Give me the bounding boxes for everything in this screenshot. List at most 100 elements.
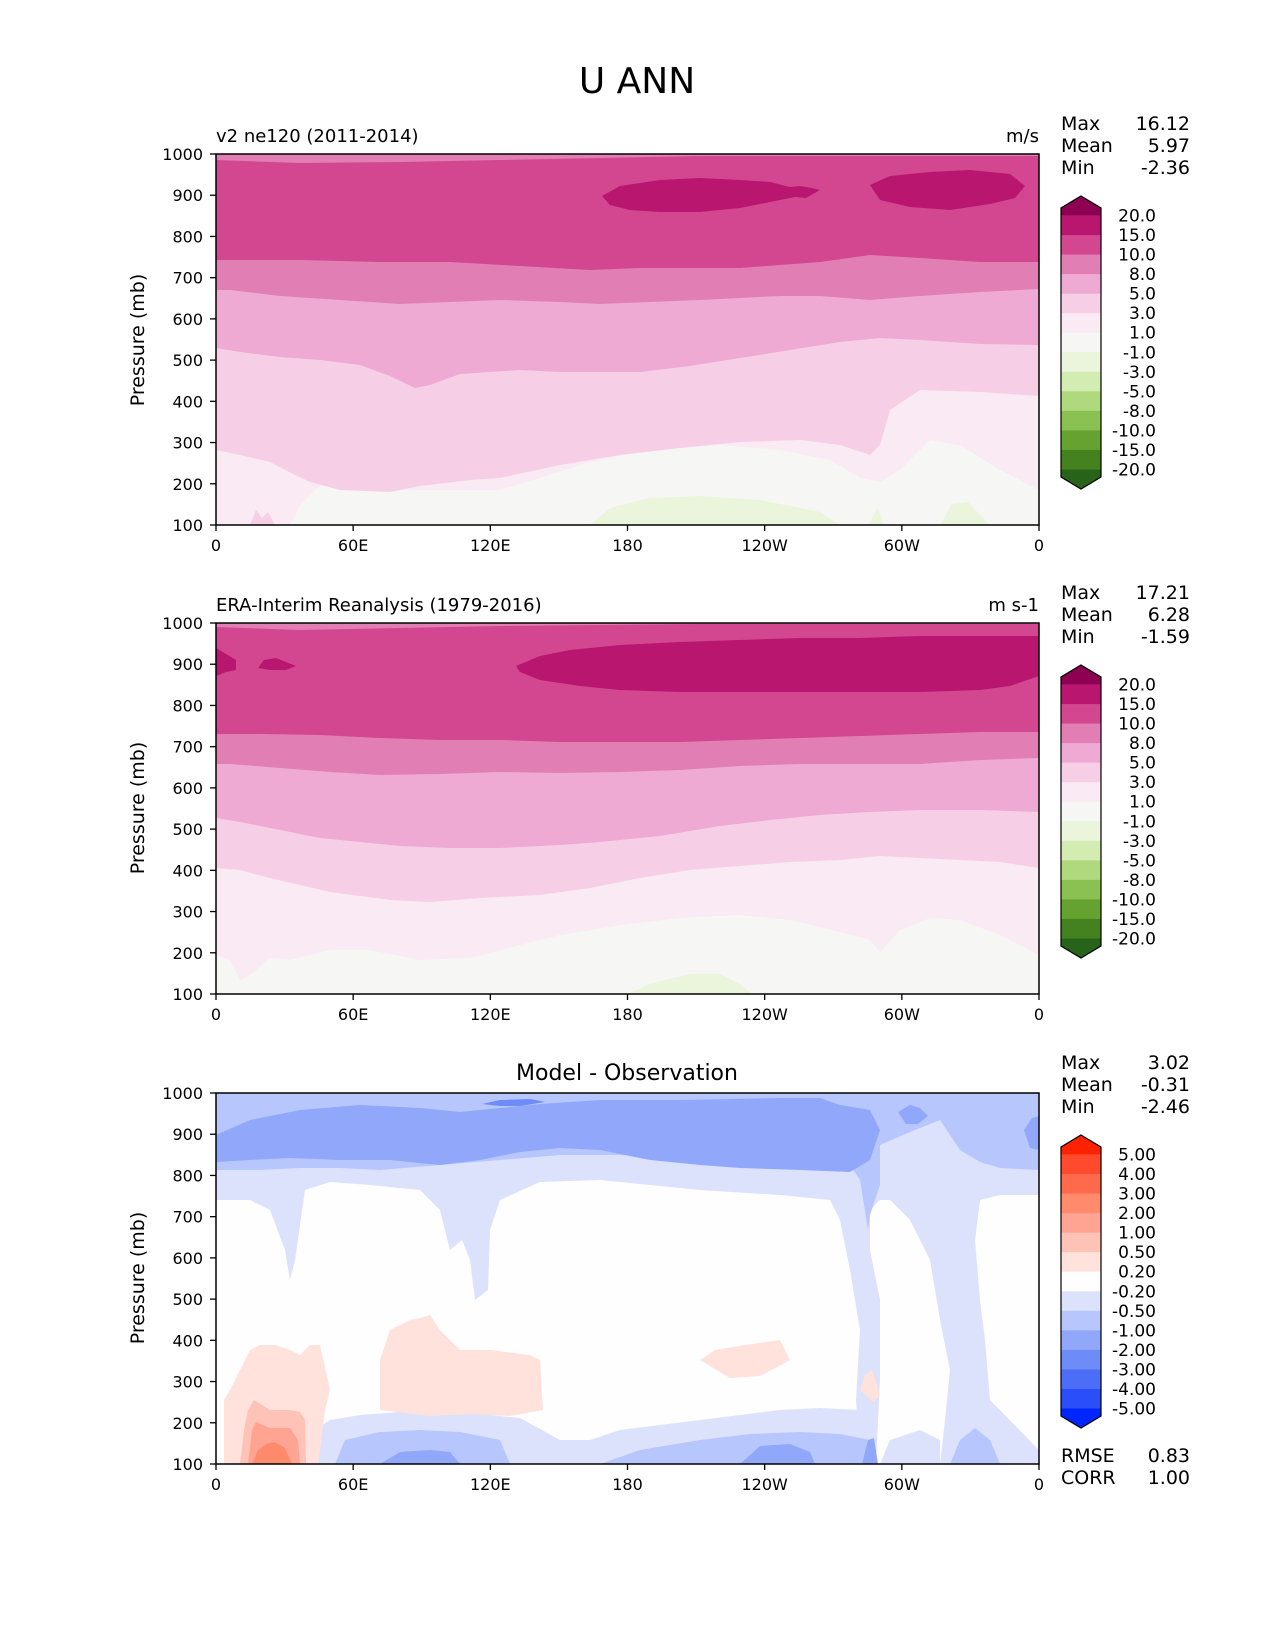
colorbar-tick-label: -1.00	[1112, 1321, 1156, 1341]
x-tick-label: 60W	[884, 1005, 920, 1024]
colorbar-bin	[1061, 801, 1101, 822]
band-neg-0.5-1-lower	[335, 1428, 1000, 1464]
colorbar-bin	[1061, 860, 1101, 881]
x-tick-label: 120E	[470, 536, 511, 555]
stats-block: Max 3.02 Mean -0.31 Min -2.46	[1061, 1052, 1190, 1118]
colorbar-bin	[1061, 918, 1101, 939]
colorbar-tick-label: 3.00	[1118, 1185, 1156, 1205]
colorbar-bin	[1061, 821, 1101, 842]
stat-label-max: Max	[1061, 113, 1100, 135]
error-stats-block: RMSE 0.83 CORR 1.00	[1061, 1445, 1190, 1489]
x-tick-label: 180	[612, 1005, 643, 1024]
colorbar-bin	[1061, 743, 1101, 764]
x-tick-label: 60W	[884, 536, 920, 555]
panel-title-right: m/s	[1006, 126, 1039, 147]
colorbar-tick-label: -8.0	[1123, 402, 1156, 422]
stat-label-mean: Mean	[1061, 604, 1113, 626]
y-tick-label: 900	[172, 1125, 203, 1144]
x-tick-label: 0	[1034, 536, 1044, 555]
colorbar-tick-label: 1.00	[1118, 1224, 1156, 1244]
colorbar-bin	[1061, 899, 1101, 920]
panel-test: v2 ne120 (2011-2014) m/s 100 200 300 400 500…	[127, 113, 1190, 555]
stat-label-mean: Mean	[1061, 135, 1113, 157]
colorbar-tick-label: -1.0	[1123, 343, 1156, 363]
colorbar-tick-label: 3.0	[1129, 773, 1156, 793]
colorbar-tick-label: -5.0	[1123, 382, 1156, 402]
colorbar-bin	[1061, 254, 1101, 275]
colorbar-bin	[1061, 1291, 1101, 1312]
colorbar-bin	[1061, 1271, 1101, 1292]
colorbar-tick-label: -2.00	[1112, 1341, 1156, 1361]
colorbar-tick-label: 0.20	[1118, 1263, 1156, 1283]
x-tick-label: 120E	[470, 1005, 511, 1024]
colorbar-tick-label: 1.0	[1129, 793, 1156, 813]
y-axis: 100 200 300 400 500 600 700 800 900 1000	[162, 1084, 216, 1474]
colorbar-tick-label: 2.00	[1118, 1204, 1156, 1224]
y-tick-label: 1000	[162, 1084, 203, 1103]
colorbar-tick-label: -20.0	[1112, 929, 1156, 949]
x-tick-label: 0	[211, 536, 221, 555]
colorbar-tick-label: 5.0	[1129, 285, 1156, 305]
stat-label-rmse: RMSE	[1061, 1445, 1115, 1467]
colorbar-tick-label: -4.00	[1112, 1380, 1156, 1400]
colorbar-outline	[1060, 1134, 1102, 1429]
colorbar-extend-max	[1061, 665, 1101, 685]
figure-title: U ANN	[579, 61, 695, 102]
x-tick-label: 120E	[470, 1475, 511, 1494]
band-15-20-west	[870, 170, 1025, 210]
colorbar-tick-label: 10.0	[1118, 246, 1156, 266]
band-neg-0.2-0.5-upper	[216, 1093, 1039, 1464]
colorbar-tick-label: -5.00	[1112, 1399, 1156, 1419]
y-tick-label: 200	[172, 944, 203, 963]
y-tick-label: 700	[172, 738, 203, 757]
y-tick-label: 500	[172, 351, 203, 370]
x-tick-label: 120W	[741, 1475, 788, 1494]
colorbar-tick-label: 5.00	[1118, 1146, 1156, 1166]
colorbar-extend-max	[1061, 196, 1101, 216]
colorbar-tick-label: 4.00	[1118, 1165, 1156, 1185]
x-axis: 0 60E 120E 180 120W 60W 0	[211, 1464, 1044, 1494]
x-tick-label: 0	[1034, 1475, 1044, 1494]
stat-value-mean: 6.28	[1148, 604, 1190, 626]
colorbar-extend-min	[1061, 938, 1101, 958]
colorbar-tick-label: -20.0	[1112, 460, 1156, 480]
stat-label-max: Max	[1061, 1052, 1100, 1074]
band-15-20-main	[516, 636, 1039, 692]
stat-label-mean: Mean	[1061, 1074, 1113, 1096]
band-neg-1-2-patch-b	[1024, 1116, 1039, 1150]
stat-value-max: 16.12	[1136, 113, 1190, 135]
x-tick-label: 60W	[884, 1475, 920, 1494]
x-tick-label: 180	[612, 536, 643, 555]
plot-area	[215, 622, 1040, 995]
plot-area	[215, 1092, 1040, 1465]
band-neg-1-2-patch-a	[898, 1105, 928, 1124]
colorbar-tick-label: -3.00	[1112, 1360, 1156, 1380]
colorbar-bin	[1061, 293, 1101, 314]
y-axis-label: Pressure (mb)	[127, 274, 149, 407]
colorbar-tick-label: 20.0	[1118, 207, 1156, 227]
y-tick-label: 400	[172, 392, 203, 411]
colorbar-bin	[1061, 684, 1101, 705]
colorbar-bin	[1061, 371, 1101, 392]
colorbar-bin	[1061, 1330, 1101, 1351]
colorbar-bin	[1061, 1193, 1101, 1214]
y-axis: 100 200 300 400 500 600 700 800 900 1000	[162, 614, 216, 1004]
stat-value-min: -1.59	[1141, 626, 1190, 648]
colorbar-bin	[1061, 352, 1101, 373]
y-tick-label: 800	[172, 696, 203, 715]
colorbar: 20.015.010.08.05.03.01.0-1.0-3.0-5.0-8.0…	[1060, 664, 1156, 959]
y-axis-label: Pressure (mb)	[127, 742, 149, 875]
panel-reference: ERA-Interim Reanalysis (1979-2016) m s-1…	[127, 582, 1190, 1024]
colorbar-bin	[1061, 782, 1101, 803]
y-tick-label: 1000	[162, 614, 203, 633]
x-tick-label: 60E	[338, 1005, 368, 1024]
colorbar-tick-label: 0.50	[1118, 1243, 1156, 1263]
colorbar-bin	[1061, 1252, 1101, 1273]
colorbar-bin	[1061, 723, 1101, 744]
y-tick-label: 800	[172, 227, 203, 246]
panel-title-left: v2 ne120 (2011-2014)	[216, 126, 419, 147]
x-tick-label: 60E	[338, 536, 368, 555]
stat-label-min: Min	[1061, 157, 1095, 179]
colorbar-outline	[1060, 195, 1102, 490]
